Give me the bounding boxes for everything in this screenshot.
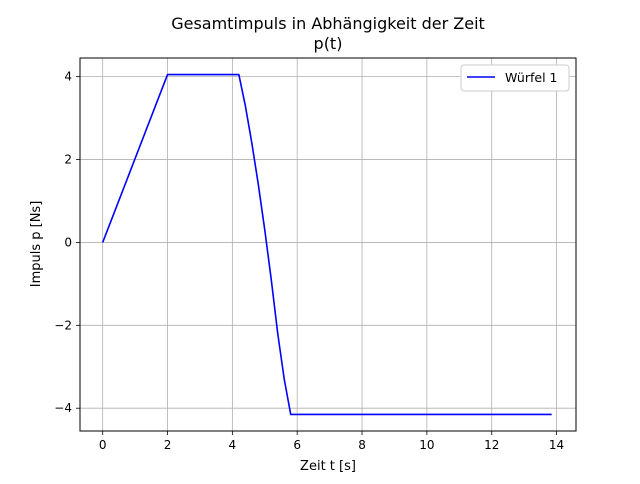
- chart-subtitle: p(t): [314, 34, 343, 53]
- x-tick-label: 8: [358, 438, 366, 452]
- x-tick-label: 0: [99, 438, 107, 452]
- legend-box: [460, 64, 570, 92]
- x-tick-label: 2: [164, 438, 172, 452]
- y-tick-label: −4: [54, 401, 72, 415]
- grid: [80, 58, 576, 431]
- y-axis-label: Impuls p [Ns]: [29, 201, 44, 288]
- legend: Würfel 1: [460, 64, 570, 92]
- x-tick-label: 4: [229, 438, 237, 452]
- x-axis-label: Zeit t [s]: [300, 459, 356, 474]
- plot-frame: [79, 57, 577, 432]
- x-tick-label: 6: [293, 438, 301, 452]
- y-tick-label: 0: [64, 235, 72, 249]
- series-line-0: [101, 73, 552, 416]
- y-tick-label: 4: [64, 70, 72, 84]
- series-layer: [101, 73, 552, 416]
- chart-title: Gesamtimpuls in Abhängigkeit der Zeit: [171, 14, 485, 33]
- legend-label-wuerfel-1: Würfel 1: [505, 70, 557, 85]
- x-tick-label: 10: [419, 438, 434, 452]
- ticks: 0 2 4 6 8 10 12 14 −4 −2 0 2 4: [54, 70, 564, 452]
- y-tick-label: 2: [64, 153, 72, 167]
- y-tick-label: −2: [54, 318, 72, 332]
- x-tick-label: 14: [549, 438, 564, 452]
- x-tick-label: 12: [484, 438, 499, 452]
